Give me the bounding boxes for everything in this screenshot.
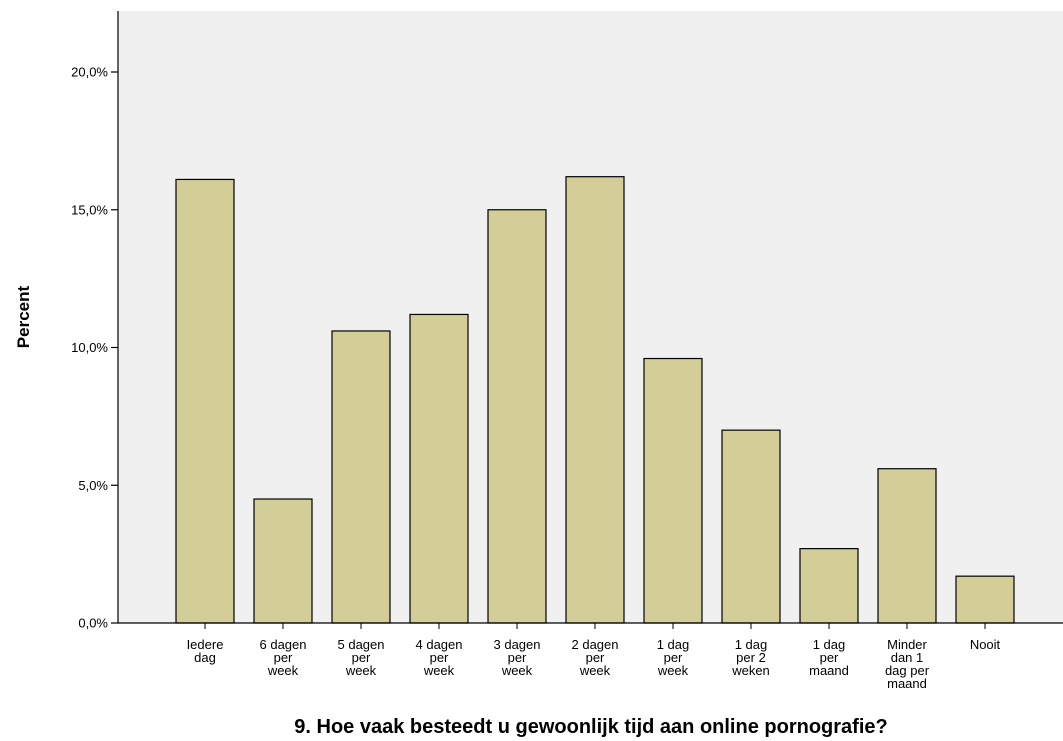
y-axis-title: Percent [14,285,33,348]
x-tick-label: Iedere dag [187,637,224,665]
x-tick-label: Minder dan 1 dag per maand [885,637,930,691]
x-tick-label: 1 dag per maand [809,637,849,678]
y-tick-label: 0,0% [78,616,108,631]
bar [955,575,1015,624]
bar [175,178,235,624]
x-tick-label: 1 dag per week [657,637,690,678]
y-tick-label: 5,0% [78,478,108,493]
x-axis: Iedere dag 6 dagen per week 5 dagen per week 4 d… [118,622,1063,691]
bar [565,176,625,624]
bar [409,313,469,624]
y-axis: 0,0% 5,0% 10,0% 15,0% 20,0% [71,11,119,631]
y-tick-label: 15,0% [71,202,108,217]
y-tick-label: 20,0% [71,65,108,80]
x-axis-title: 9. Hoe vaak besteedt u gewoonlijk tijd a… [294,716,887,738]
bar [721,429,781,624]
x-tick-label: 2 dagen per week [572,637,619,678]
bar [331,330,391,624]
bar [487,209,547,624]
x-tick-label: 1 dag per 2 weken [731,637,770,678]
x-tick-label: 5 dagen per week [338,637,385,678]
bar [643,357,703,624]
x-tick-label: Nooit [970,637,1001,652]
y-tick-label: 10,0% [71,340,108,355]
bar [253,498,313,624]
x-tick-label: 3 dagen per week [494,637,541,678]
bar [799,548,859,624]
bars-group [175,176,1015,624]
x-tick-label: 4 dagen per week [416,637,463,678]
bar [877,468,937,624]
x-tick-label: 6 dagen per week [260,637,307,678]
